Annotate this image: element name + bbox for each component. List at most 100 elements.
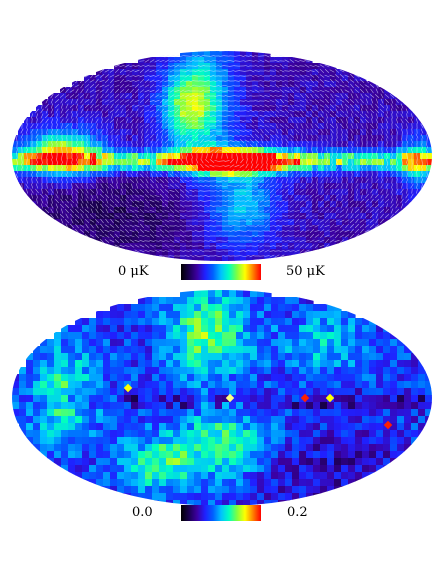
polarization-vector — [111, 163, 113, 169]
map-pixel — [150, 93, 157, 100]
polarization-vector — [229, 250, 235, 252]
map-pixel — [201, 318, 209, 326]
map-pixel — [282, 219, 289, 226]
polarization-vector — [30, 123, 34, 129]
map-pixel — [240, 171, 247, 178]
map-pixel — [68, 332, 76, 340]
polarization-vector — [75, 198, 79, 204]
map-pixel — [240, 255, 247, 261]
map-pixel — [264, 219, 271, 226]
map-pixel — [414, 195, 421, 202]
polarization-vector — [284, 220, 290, 222]
polarization-vector — [284, 204, 290, 208]
map-pixel — [300, 183, 307, 190]
map-pixel — [366, 87, 373, 94]
map-pixel — [72, 201, 79, 208]
polarization-vector — [121, 158, 123, 164]
polarization-vector — [239, 255, 245, 257]
polarization-vector — [71, 113, 73, 119]
polarization-vector — [199, 70, 205, 72]
polarization-vector — [144, 123, 150, 129]
map-pixel — [166, 311, 174, 319]
map-pixel — [174, 207, 181, 214]
map-pixel — [173, 318, 181, 326]
polarization-vector — [385, 178, 389, 184]
polarization-vector — [111, 158, 113, 164]
polarization-vector — [194, 225, 200, 227]
polarization-vector — [344, 188, 350, 194]
map-pixel — [168, 165, 175, 172]
map-pixel — [156, 123, 163, 130]
map-pixel — [72, 183, 79, 190]
polarization-vector — [334, 69, 340, 73]
polarization-vector — [284, 184, 290, 188]
polarization-vector — [274, 75, 280, 77]
polarization-vector — [235, 158, 239, 164]
polarization-vector — [70, 168, 74, 174]
map-pixel — [102, 87, 109, 94]
polarization-vector — [99, 79, 105, 83]
map-pixel — [186, 165, 193, 172]
polarization-vector — [229, 105, 235, 107]
map-pixel — [264, 249, 271, 256]
polarization-vector — [354, 84, 360, 88]
polarization-vector — [224, 184, 230, 188]
polarization-vector — [129, 239, 135, 243]
polarization-vector — [346, 153, 348, 159]
polarization-vector — [71, 133, 73, 139]
polarization-vector — [180, 128, 184, 134]
polarization-vector — [184, 109, 190, 113]
map-pixel — [198, 225, 205, 232]
map-pixel — [366, 195, 373, 202]
polarization-vector — [204, 129, 210, 133]
polarization-vector — [264, 84, 270, 88]
map-pixel — [252, 147, 259, 154]
map-pixel — [408, 111, 415, 118]
polarization-vector — [214, 250, 220, 252]
polarization-vector — [239, 134, 245, 138]
polarization-vector — [94, 233, 100, 239]
polarization-vector — [170, 173, 174, 179]
polarization-vector — [124, 69, 130, 73]
polarization-vector — [179, 244, 185, 248]
map-pixel — [264, 297, 272, 305]
polarization-vector — [345, 208, 349, 214]
map-pixel — [318, 111, 325, 118]
polarization-vector — [229, 95, 235, 97]
polarization-vector — [209, 164, 215, 168]
polarization-vector — [169, 65, 175, 67]
map-pixel — [12, 153, 19, 160]
polarization-vector — [154, 80, 160, 82]
map-pixel — [318, 225, 325, 232]
polarization-vector — [164, 250, 170, 252]
map-pixel — [270, 213, 277, 220]
polarization-vector — [330, 188, 334, 194]
map-pixel — [318, 105, 325, 112]
polarization-vector — [155, 173, 159, 179]
polarization-vector — [144, 240, 150, 242]
map-pixel — [84, 159, 91, 166]
polarization-vector — [381, 138, 383, 144]
polarization-vector — [305, 178, 309, 184]
polarization-vector — [44, 208, 50, 214]
map-pixel — [138, 201, 145, 208]
map-pixel — [156, 141, 163, 148]
polarization-vector — [26, 153, 28, 159]
map-pixel — [108, 159, 115, 166]
polarization-vector — [86, 148, 88, 154]
polarization-vector — [299, 244, 305, 248]
polarization-vector — [370, 188, 374, 194]
polarization-vector — [339, 69, 345, 73]
polarization-vector — [160, 198, 164, 204]
polarization-vector — [121, 138, 123, 144]
polarization-vector — [129, 84, 135, 88]
map-pixel — [60, 201, 67, 208]
polarization-vector — [134, 88, 140, 94]
map-pixel — [144, 111, 151, 118]
polarization-vector — [125, 128, 129, 134]
map-pixel — [252, 165, 259, 172]
map-pixel — [89, 325, 97, 333]
map-pixel — [366, 81, 373, 88]
polarization-vector — [375, 88, 379, 94]
map-pixel — [36, 135, 43, 142]
